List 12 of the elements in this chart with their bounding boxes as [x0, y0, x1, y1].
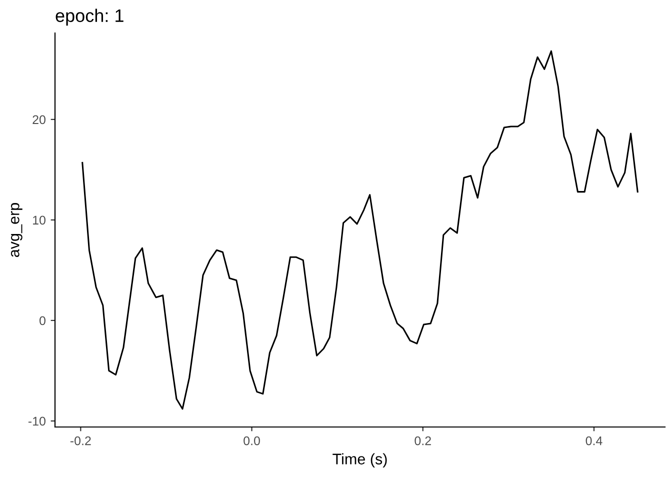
x-axis-title: Time (s)	[332, 453, 387, 468]
x-tick-label: -0.2	[70, 436, 91, 446]
chart-title: epoch: 1	[56, 8, 124, 26]
y-tick-label: -10	[28, 416, 46, 426]
x-tick-label: 0.4	[586, 436, 602, 446]
y-tick-label: 0	[40, 316, 46, 326]
x-tick-label: 0.0	[244, 436, 260, 446]
y-tick-label: 20	[32, 115, 46, 124]
line-series	[82, 50, 638, 410]
y-axis-title: avg_erp	[10, 203, 22, 257]
x-tick-label: 0.2	[414, 436, 431, 446]
y-tick-label: 10	[33, 216, 46, 225]
